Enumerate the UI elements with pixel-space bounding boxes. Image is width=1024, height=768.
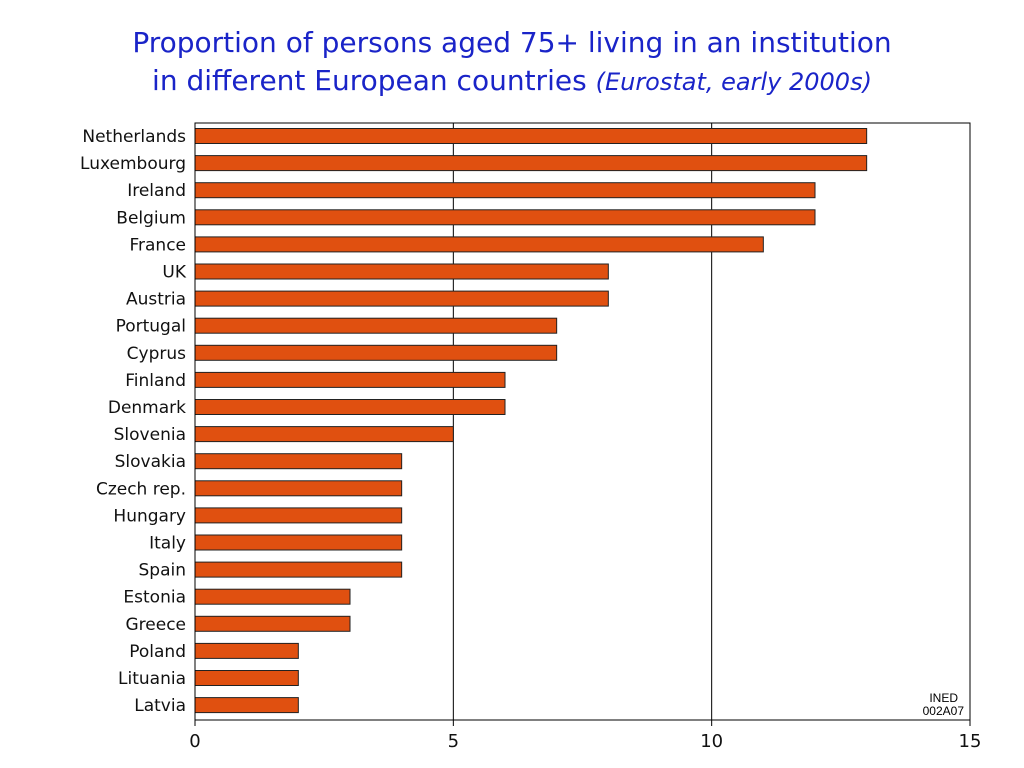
chart-title-line2-text: in different European countries — [152, 64, 587, 97]
bar-cyprus — [194, 344, 558, 361]
bar-netherlands — [194, 128, 868, 144]
category-labels: Netherlands Luxembourg Ireland Belgium Franc… — [80, 127, 187, 716]
bar-czech-rep — [194, 480, 403, 497]
category-label: Luxembourg — [80, 154, 186, 174]
category-label: Belgium — [116, 208, 186, 228]
bar-denmark — [194, 399, 506, 415]
x-tick-label: 15 — [959, 731, 982, 752]
category-label: Slovenia — [114, 425, 186, 445]
bar-belgium — [194, 209, 816, 226]
category-label: Finland — [125, 371, 186, 391]
bar-luxembourg — [194, 155, 868, 172]
bar-estonia — [194, 588, 351, 605]
category-label: Denmark — [108, 398, 186, 418]
bar-portugal — [194, 317, 558, 334]
bar-hungary — [194, 507, 403, 524]
bars — [194, 128, 868, 714]
category-label: Greece — [125, 615, 186, 635]
category-label: France — [129, 235, 186, 255]
category-label: Austria — [126, 290, 186, 310]
bar-france — [194, 236, 764, 253]
chart-title-line1: Proportion of persons aged 75+ living in… — [132, 26, 892, 59]
category-label: Italy — [149, 534, 186, 554]
category-label: Netherlands — [82, 127, 186, 147]
category-label: Latvia — [134, 696, 186, 716]
source-note-line2: 002A07 — [923, 704, 965, 718]
category-label: Czech rep. — [96, 479, 186, 499]
bar-italy — [194, 534, 403, 551]
chart-title: Proportion of persons aged 75+ living in… — [0, 24, 1024, 101]
category-label: Slovakia — [115, 452, 186, 472]
x-axis-ticks: 0 5 10 15 — [189, 720, 981, 752]
x-tick-label: 5 — [448, 731, 459, 752]
source-note-line1: INED — [929, 691, 958, 705]
bar-austria — [194, 290, 609, 307]
category-label: Lituania — [118, 669, 186, 689]
bar-greece — [194, 615, 351, 632]
category-label: UK — [162, 263, 186, 283]
plot-frame — [194, 122, 971, 721]
category-label: Estonia — [123, 588, 186, 608]
chart-title-line2: in different European countries (Eurosta… — [0, 62, 1024, 101]
category-label: Poland — [129, 642, 186, 662]
category-label: Cyprus — [127, 344, 186, 364]
category-label: Spain — [139, 561, 187, 581]
category-label: Ireland — [127, 181, 186, 201]
bar-spain — [194, 561, 403, 578]
bar-slovenia — [194, 426, 454, 443]
bar-poland — [194, 642, 299, 659]
bar-finland — [194, 371, 506, 388]
x-tick-label: 0 — [189, 731, 200, 752]
chart-title-source: (Eurostat, early 2000s) — [595, 68, 872, 96]
x-tick-label: 10 — [700, 731, 723, 752]
bar-latvia — [194, 697, 299, 714]
bar-lituania — [194, 670, 299, 686]
bar-ireland — [194, 182, 816, 199]
category-label: Portugal — [116, 317, 186, 337]
bar-uk — [194, 263, 609, 280]
bar-slovakia — [194, 453, 403, 470]
category-label: Hungary — [113, 506, 186, 526]
